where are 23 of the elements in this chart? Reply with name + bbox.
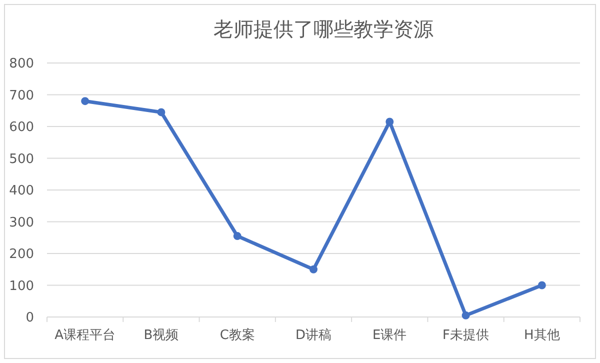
x-tick-label: H其他 — [524, 328, 560, 343]
chart-title: 老师提供了哪些教学资源 — [214, 17, 434, 41]
x-tick-label: F未提供 — [442, 328, 490, 343]
y-tick-label: 800 — [9, 56, 34, 72]
x-tick-label: E课件 — [372, 328, 407, 343]
x-tick-label: B视频 — [144, 328, 179, 343]
y-tick-label: 500 — [9, 152, 34, 167]
y-tick-label: 600 — [9, 120, 34, 135]
point — [233, 232, 242, 240]
y-tick-label: 200 — [9, 247, 34, 262]
x-tick-label: D讲稿 — [295, 328, 332, 343]
y-tick-label: 700 — [9, 88, 34, 104]
y-tick-label: 400 — [9, 184, 34, 198]
y-tick-label: 300 — [9, 215, 34, 230]
point — [157, 108, 166, 116]
y-tick-label: 100 — [9, 278, 34, 294]
point — [310, 265, 318, 274]
x-tick-label: A课程平台 — [54, 328, 116, 343]
point — [538, 281, 546, 290]
y-tick-label: 0 — [26, 310, 34, 326]
x-tick-label: C教案 — [220, 327, 255, 343]
point — [462, 311, 470, 320]
point — [81, 97, 90, 106]
